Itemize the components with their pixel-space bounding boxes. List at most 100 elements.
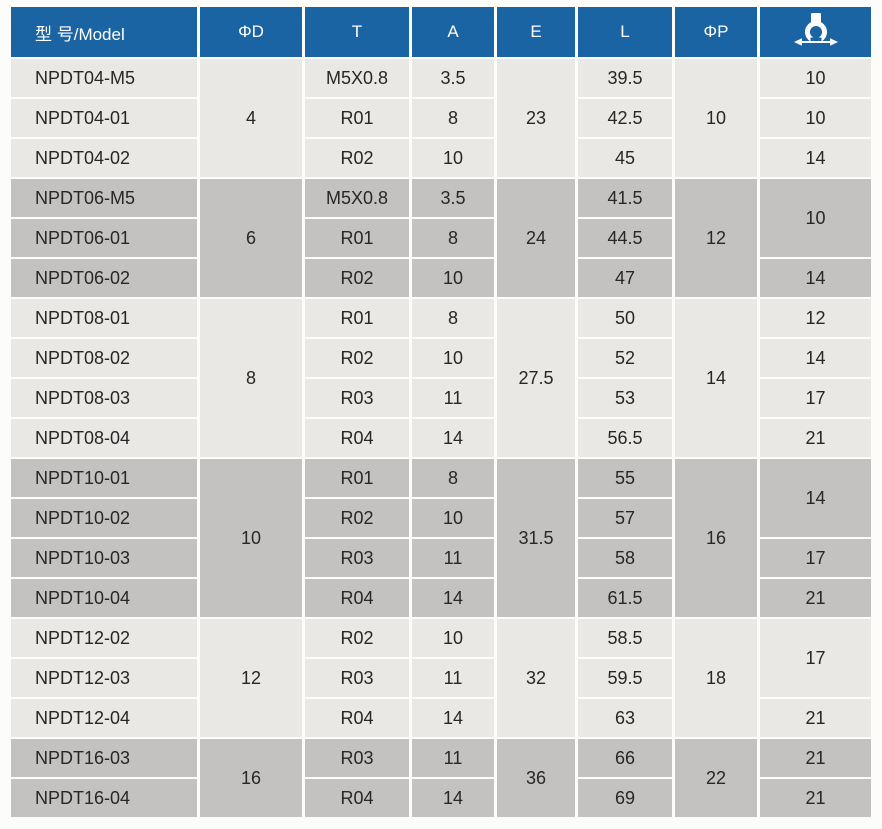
table-row: NPDT04-M5 4 M5X0.8 3.5 23 39.5 10 10 bbox=[11, 59, 871, 177]
table-row: NPDT08-02 R02 10 52 14 bbox=[11, 339, 871, 377]
diameter-d-cell: 4 bbox=[200, 59, 302, 177]
dim-l-cell: 58 bbox=[578, 539, 672, 577]
dim-l-cell: 45 bbox=[578, 139, 672, 177]
table-row: NPDT16-03 16 R03 11 36 66 22 21 bbox=[11, 739, 871, 817]
table-row: NPDT10-02 R02 10 57 bbox=[11, 499, 871, 537]
dim-a-cell: 8 bbox=[412, 99, 494, 137]
thread-t-cell: R04 bbox=[305, 699, 409, 737]
thread-t-cell: R02 bbox=[305, 259, 409, 297]
dim-l-cell: 69 bbox=[578, 779, 672, 817]
table-row: NPDT12-04 R04 14 63 21 bbox=[11, 699, 871, 737]
dim-a-cell: 10 bbox=[412, 619, 494, 657]
spec-table-body: NPDT04-M5 4 M5X0.8 3.5 23 39.5 10 10 NPDT04-01 R0… bbox=[11, 59, 871, 817]
dim-l-cell: 53 bbox=[578, 379, 672, 417]
thread-t-cell: R02 bbox=[305, 139, 409, 177]
diameter-d-cell: 16 bbox=[200, 739, 302, 817]
table-row: NPDT04-02 R02 10 45 14 bbox=[11, 139, 871, 177]
dim-a-cell: 10 bbox=[412, 499, 494, 537]
dim-l-cell: 61.5 bbox=[578, 579, 672, 617]
model-cell: NPDT12-02 bbox=[11, 619, 197, 657]
thread-t-cell: R02 bbox=[305, 499, 409, 537]
table-row: NPDT08-04 R04 14 56.5 21 bbox=[11, 419, 871, 457]
table-row: NPDT16-04 R04 14 69 21 bbox=[11, 779, 871, 817]
model-cell: NPDT06-01 bbox=[11, 219, 197, 257]
dim-a-cell: 3.5 bbox=[412, 59, 494, 97]
dim-a-cell: 14 bbox=[412, 579, 494, 617]
model-cell: NPDT12-03 bbox=[11, 659, 197, 697]
header-row: 型 号/Model ΦD T A E L ΦP bbox=[11, 7, 871, 57]
diameter-d-cell: 10 bbox=[200, 459, 302, 617]
dim-l-cell: 52 bbox=[578, 339, 672, 377]
model-cell: NPDT06-02 bbox=[11, 259, 197, 297]
table-row: NPDT06-M5 6 M5X0.8 3.5 24 41.5 12 10 bbox=[11, 179, 871, 297]
model-cell: NPDT08-03 bbox=[11, 379, 197, 417]
model-cell: NPDT08-02 bbox=[11, 339, 197, 377]
dim-l-cell: 55 bbox=[578, 459, 672, 497]
diameter-p-cell: 22 bbox=[675, 739, 757, 817]
column-header-dim-a: A bbox=[412, 7, 494, 57]
model-cell: NPDT16-03 bbox=[11, 739, 197, 777]
diameter-p-cell: 12 bbox=[675, 179, 757, 297]
wrench-size-cell: 21 bbox=[760, 419, 871, 457]
column-header-dim-e: E bbox=[497, 7, 575, 57]
wrench-size-cell: 21 bbox=[760, 579, 871, 617]
wrench-size-cell: 21 bbox=[760, 739, 871, 777]
thread-t-cell: R04 bbox=[305, 579, 409, 617]
wrench-size-cell: 14 bbox=[760, 259, 871, 297]
wrench-width-icon bbox=[793, 13, 838, 47]
dim-l-cell: 39.5 bbox=[578, 59, 672, 97]
wrench-size-cell: 17 bbox=[760, 539, 871, 577]
dim-a-cell: 8 bbox=[412, 299, 494, 337]
table-row: NPDT10-01 10 R01 8 31.5 55 16 14 bbox=[11, 459, 871, 617]
thread-t-cell: R04 bbox=[305, 419, 409, 457]
dim-l-cell: 56.5 bbox=[578, 419, 672, 457]
thread-t-cell: M5X0.8 bbox=[305, 179, 409, 217]
table-row: NPDT08-01 8 R01 8 27.5 50 14 12 bbox=[11, 299, 871, 457]
model-cell: NPDT12-04 bbox=[11, 699, 197, 737]
thread-t-cell: R01 bbox=[305, 459, 409, 497]
wrench-size-cell: 10 bbox=[760, 59, 871, 97]
wrench-size-cell: 21 bbox=[760, 779, 871, 817]
model-cell: NPDT10-01 bbox=[11, 459, 197, 497]
wrench-size-cell: 17 bbox=[760, 379, 871, 417]
dim-l-cell: 63 bbox=[578, 699, 672, 737]
table-row: NPDT06-02 R02 10 47 14 bbox=[11, 259, 871, 297]
table-row: NPDT08-03 R03 11 53 17 bbox=[11, 379, 871, 417]
model-cell: NPDT10-04 bbox=[11, 579, 197, 617]
diameter-p-cell: 14 bbox=[675, 299, 757, 457]
dim-a-cell: 14 bbox=[412, 699, 494, 737]
column-header-diameter-d: ΦD bbox=[200, 7, 302, 57]
table-row: NPDT06-01 R01 8 44.5 bbox=[11, 219, 871, 257]
dim-a-cell: 3.5 bbox=[412, 179, 494, 217]
thread-t-cell: R03 bbox=[305, 739, 409, 777]
dim-e-cell: 31.5 bbox=[497, 459, 575, 617]
wrench-size-cell: 12 bbox=[760, 299, 871, 337]
dim-e-cell: 24 bbox=[497, 179, 575, 297]
dim-l-cell: 41.5 bbox=[578, 179, 672, 217]
diameter-d-cell: 12 bbox=[200, 619, 302, 737]
thread-t-cell: R03 bbox=[305, 539, 409, 577]
dim-l-cell: 57 bbox=[578, 499, 672, 537]
diameter-p-cell: 10 bbox=[675, 59, 757, 177]
dim-a-cell: 10 bbox=[412, 259, 494, 297]
dim-a-cell: 10 bbox=[412, 339, 494, 377]
thread-t-cell: R01 bbox=[305, 219, 409, 257]
dim-a-cell: 10 bbox=[412, 139, 494, 177]
dim-a-cell: 14 bbox=[412, 779, 494, 817]
dim-l-cell: 42.5 bbox=[578, 99, 672, 137]
dim-a-cell: 14 bbox=[412, 419, 494, 457]
dim-l-cell: 59.5 bbox=[578, 659, 672, 697]
dim-l-cell: 50 bbox=[578, 299, 672, 337]
thread-t-cell: R02 bbox=[305, 619, 409, 657]
dim-e-cell: 36 bbox=[497, 739, 575, 817]
model-cell: NPDT06-M5 bbox=[11, 179, 197, 217]
model-cell: NPDT16-04 bbox=[11, 779, 197, 817]
thread-t-cell: R02 bbox=[305, 339, 409, 377]
diameter-d-cell: 8 bbox=[200, 299, 302, 457]
table-row: NPDT10-04 R04 14 61.5 21 bbox=[11, 579, 871, 617]
dim-e-cell: 27.5 bbox=[497, 299, 575, 457]
column-header-model: 型 号/Model bbox=[11, 7, 197, 57]
diameter-p-cell: 16 bbox=[675, 459, 757, 617]
dim-l-cell: 44.5 bbox=[578, 219, 672, 257]
thread-t-cell: R03 bbox=[305, 659, 409, 697]
